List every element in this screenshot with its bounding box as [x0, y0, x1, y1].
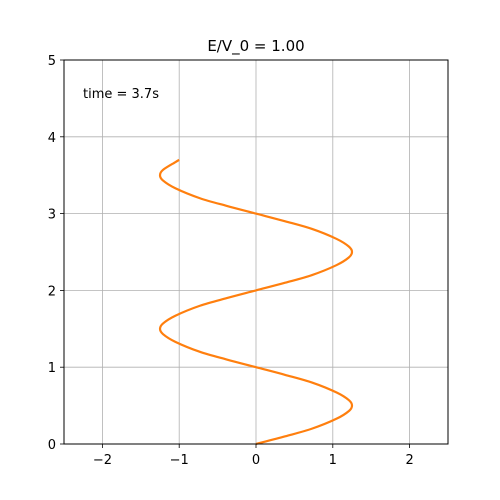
- ticks: −2 −1 0 1 2 0 1 2 3 4 5: [48, 54, 414, 468]
- x-tick-label: 1: [329, 453, 337, 468]
- y-tick-label: 2: [48, 284, 56, 299]
- y-tick-label: 4: [48, 131, 56, 146]
- x-tick-label: −1: [170, 453, 189, 468]
- time-annotation: time = 3.7s: [83, 87, 159, 102]
- y-tick-label: 1: [48, 361, 56, 376]
- series-layer: [158, 158, 354, 446]
- y-tick-label: 3: [48, 208, 56, 223]
- y-tick-label: 5: [48, 54, 56, 69]
- chart-title: E/V_0 = 1.00: [207, 37, 304, 56]
- x-tick-label: 2: [405, 453, 413, 468]
- trajectory-line: [158, 158, 354, 446]
- x-tick-label: −2: [93, 453, 112, 468]
- y-tick-label: 0: [48, 438, 56, 453]
- x-tick-label: 0: [252, 453, 260, 468]
